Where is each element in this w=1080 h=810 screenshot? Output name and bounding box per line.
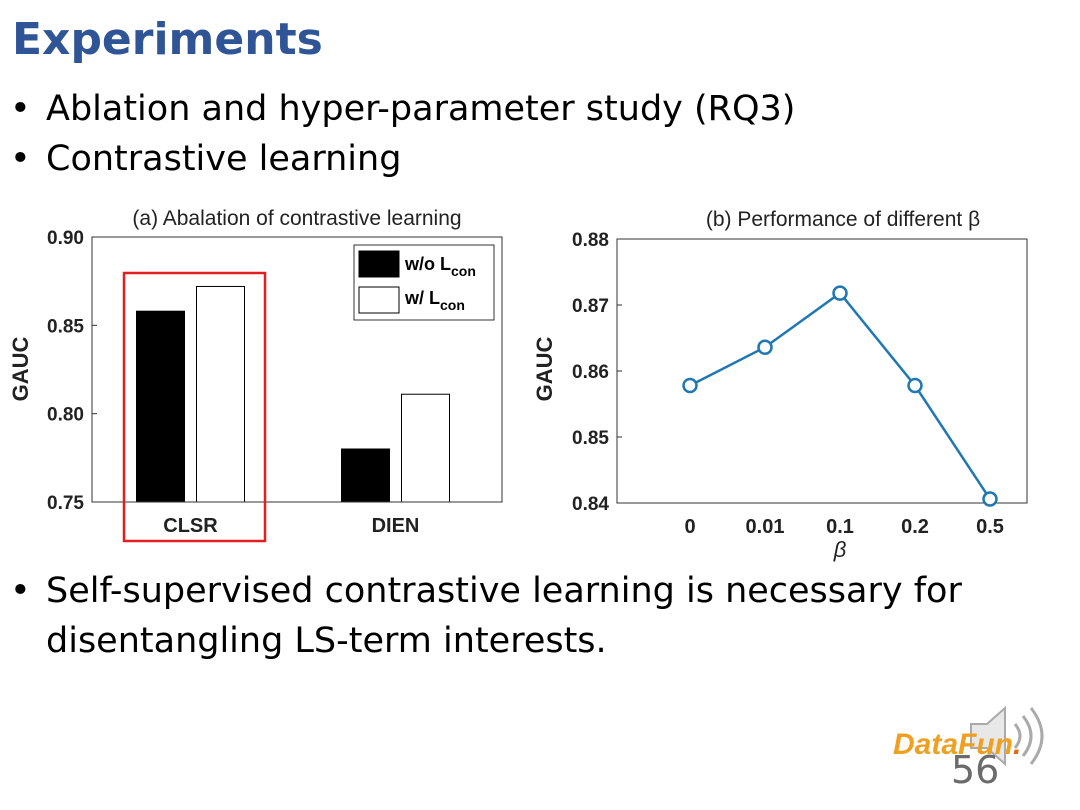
legend: w/o Lcon w/ Lcon (353, 244, 495, 321)
y-tick-label: 0.88 (572, 230, 609, 251)
x-tick-label: 0.01 (746, 516, 785, 538)
speaker-icon[interactable] (963, 700, 1053, 775)
highlight-box (122, 271, 267, 543)
legend-label-wo: w/o Lcon (404, 254, 476, 279)
bar-dien-wo-lcon (341, 448, 390, 503)
legend-label-w: w/ Lcon (404, 288, 465, 313)
plot-frame (616, 238, 1028, 504)
bullet-text: Self-supervised contrastive learning is … (46, 571, 962, 661)
x-axis-label: β (833, 537, 847, 562)
series-line (689, 291, 992, 500)
data-point (982, 491, 998, 507)
bullet-3: • Self-supervised contrastive learning is… (10, 566, 1010, 666)
x-tick-label: 0.1 (826, 516, 854, 538)
data-point (757, 339, 773, 355)
line-chart-beta: (b) Performance of different β GAUC β 0.… (532, 208, 1028, 562)
y-tick-label: 0.80 (47, 405, 84, 426)
x-tick-label: 0 (684, 516, 695, 538)
bullet-1: • Ablation and hyper-parameter study (RQ3… (10, 84, 795, 134)
chart-title: (a) Abalation of contrastive learning (132, 207, 461, 230)
y-tick-label: 0.87 (572, 296, 609, 317)
x-tick-label: DIEN (372, 515, 420, 537)
y-axis-label: GAUC (8, 337, 33, 402)
bar-dien-w-lcon (401, 393, 450, 503)
bullet-dot: • (10, 139, 31, 179)
bullet-dot: • (10, 571, 31, 611)
bullet-dot: • (10, 89, 31, 129)
bar-clsr-wo-lcon (136, 310, 185, 503)
y-tick-label: 0.90 (47, 228, 84, 249)
slide-title: Experiments (12, 14, 323, 65)
bullet-2: • Contrastive learning (10, 134, 401, 184)
y-axis-label: GAUC (532, 337, 557, 402)
y-tick-label: 0.85 (572, 428, 609, 449)
page-number: 56 (951, 748, 1000, 792)
data-point (682, 377, 698, 394)
legend-swatch-w (358, 286, 400, 314)
chart-title: (b) Performance of different β (706, 208, 980, 231)
x-tick-label: 0.5 (976, 516, 1004, 538)
datafun-logo: DataFun. (893, 728, 1022, 761)
bar-chart-ablation: (a) Abalation of contrastive learning GA… (8, 207, 503, 543)
y-tick-label: 0.75 (47, 493, 84, 514)
data-point (832, 285, 848, 301)
y-tick-label: 0.86 (572, 362, 609, 383)
bullet-text: Contrastive learning (46, 139, 402, 179)
plot-frame (91, 236, 503, 503)
legend-swatch-wo (358, 250, 400, 278)
bar-clsr-w-lcon (196, 285, 245, 503)
x-tick-label: 0.2 (901, 516, 929, 538)
x-tick-label: CLSR (163, 515, 218, 537)
data-point (907, 377, 923, 394)
y-tick-label: 0.84 (572, 494, 609, 515)
bullet-text: Ablation and hyper-parameter study (RQ3) (46, 89, 796, 129)
y-tick-label: 0.85 (47, 316, 84, 337)
